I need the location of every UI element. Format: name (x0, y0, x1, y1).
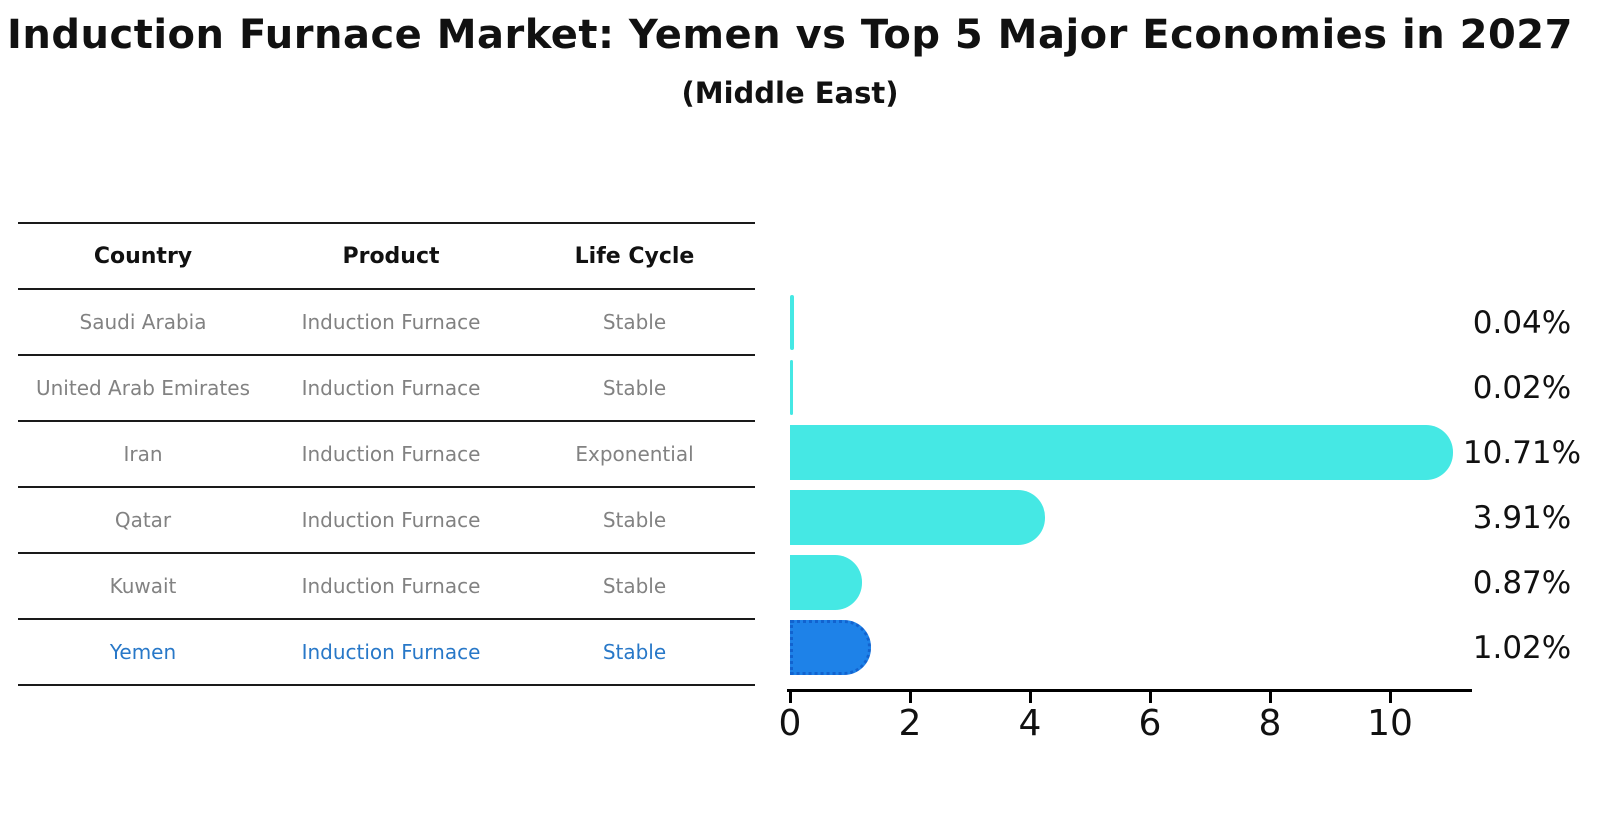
cell-life-cycle: Stable (602, 640, 667, 664)
x-axis-line (787, 689, 1472, 692)
cell-country: Saudi Arabia (79, 310, 207, 334)
bar-value-label: 1.02% (1472, 629, 1572, 666)
bar-saudi-arabia (790, 295, 795, 350)
bar-kuwait (790, 555, 863, 610)
bar-value-label: 0.02% (1472, 369, 1572, 406)
cell-product: Induction Furnace (301, 640, 481, 664)
cell-life-cycle: Stable (602, 376, 667, 400)
table-header-row: Country Product Life Cycle (18, 224, 755, 290)
cell-country: United Arab Emirates (35, 376, 250, 400)
x-tick-label: 8 (1258, 703, 1282, 744)
bar-qatar (790, 490, 1045, 545)
cell-country: Iran (123, 442, 163, 466)
x-tick-mark (1388, 692, 1392, 703)
x-tick-label: 2 (898, 703, 922, 744)
cell-product: Induction Furnace (301, 508, 481, 532)
cell-country: Yemen (109, 640, 177, 664)
bar-value-label: 10.71% (1462, 434, 1582, 471)
x-tick-label: 4 (1018, 703, 1042, 744)
bar-yemen (790, 620, 872, 675)
cell-product: Induction Furnace (301, 574, 481, 598)
x-tick-label: 6 (1138, 703, 1162, 744)
column-header-product: Product (342, 243, 440, 269)
bar-iran (790, 425, 1453, 480)
cell-product: Induction Furnace (301, 310, 481, 334)
bar-united-arab-emirates (790, 360, 794, 415)
table-row: Iran Induction Furnace Exponential (18, 422, 755, 488)
chart-title: Induction Furnace Market: Yemen vs Top 5… (7, 12, 1573, 58)
column-header-life-cycle: Life Cycle (574, 243, 695, 269)
table-row: Saudi Arabia Induction Furnace Stable (18, 290, 755, 356)
cell-life-cycle: Exponential (575, 442, 694, 466)
bar-value-label: 0.04% (1472, 304, 1572, 341)
table-row: Qatar Induction Furnace Stable (18, 488, 755, 554)
chart-subtitle: (Middle East) (681, 76, 899, 110)
x-tick-label: 0 (778, 703, 802, 744)
table-row: United Arab Emirates Induction Furnace S… (18, 356, 755, 422)
table-row-highlight-yemen: Yemen Induction Furnace Stable (18, 620, 755, 686)
cell-life-cycle: Stable (602, 508, 667, 532)
x-tick-mark (908, 692, 912, 703)
cell-product: Induction Furnace (301, 442, 481, 466)
cell-country: Kuwait (109, 574, 177, 598)
x-tick-mark (1028, 692, 1032, 703)
cell-product: Induction Furnace (301, 376, 481, 400)
cell-country: Qatar (114, 508, 172, 532)
x-tick-mark (1148, 692, 1152, 703)
column-header-country: Country (93, 243, 193, 269)
legend-table: Country Product Life Cycle Saudi Arabia … (18, 222, 755, 686)
x-tick-mark (788, 692, 792, 703)
x-tick-label: 10 (1367, 703, 1413, 744)
bar-value-label: 0.87% (1472, 564, 1572, 601)
bar-value-label: 3.91% (1472, 499, 1572, 536)
cell-life-cycle: Stable (602, 310, 667, 334)
cell-life-cycle: Stable (602, 574, 667, 598)
x-tick-mark (1268, 692, 1272, 703)
table-row: Kuwait Induction Furnace Stable (18, 554, 755, 620)
